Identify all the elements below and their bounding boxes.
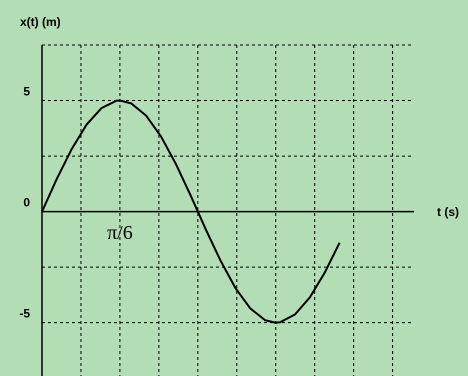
data-line bbox=[41, 99, 341, 324]
y-tick-label: 5 bbox=[23, 85, 30, 99]
x-axis-label: t (s) bbox=[437, 205, 459, 219]
y-axis-label: x(t) (m) bbox=[20, 15, 61, 29]
x-tick-label: π/6 bbox=[107, 222, 133, 244]
y-tick-label: -5 bbox=[19, 307, 30, 321]
y-tick-label: 0 bbox=[23, 196, 30, 210]
